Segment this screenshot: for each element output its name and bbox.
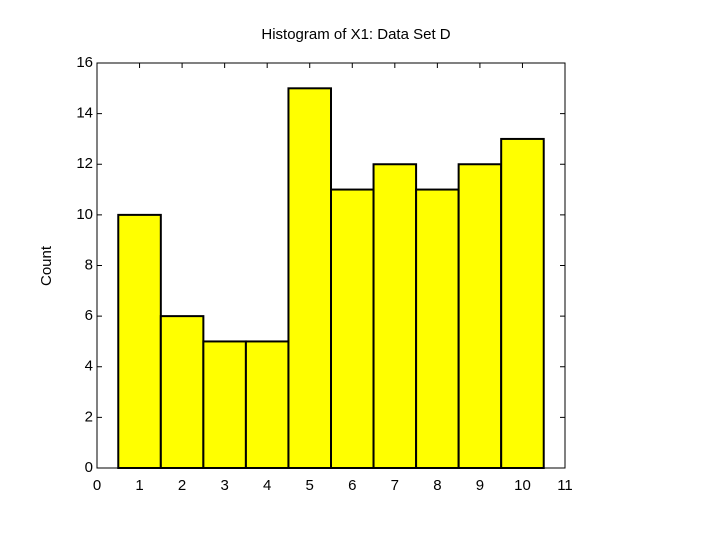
- x-tick-label: 7: [391, 477, 399, 494]
- y-tick-label: 0: [85, 459, 93, 476]
- x-tick-label: 2: [178, 477, 186, 494]
- histogram-bar: [457, 163, 503, 469]
- histogram-bar: [330, 188, 375, 469]
- y-axis-label: Count: [38, 245, 55, 286]
- x-tick-label: 4: [263, 477, 271, 494]
- histogram-bar: [415, 188, 460, 469]
- y-tick-label: 2: [85, 408, 93, 425]
- y-tick-label: 8: [85, 256, 93, 273]
- x-tick-label: 9: [476, 477, 484, 494]
- histogram-bar: [202, 340, 247, 469]
- histogram-bar: [159, 315, 205, 469]
- histogram-bar: [117, 213, 162, 469]
- x-tick-label: 6: [348, 477, 356, 494]
- x-tick-label: 10: [514, 477, 531, 494]
- x-tick-label: 5: [306, 477, 314, 494]
- y-tick-label: 16: [76, 54, 93, 71]
- x-tick-label: 11: [557, 477, 573, 494]
- x-tick-label: 1: [135, 477, 143, 494]
- histogram-bar: [372, 163, 418, 469]
- y-tick-label: 6: [85, 307, 93, 324]
- x-tick-label: 0: [93, 477, 101, 494]
- histogram-bar: [287, 87, 333, 469]
- y-tick-label: 12: [76, 155, 93, 172]
- y-tick-label: 4: [85, 358, 93, 375]
- x-tick-label: 3: [220, 477, 228, 494]
- chart-title: Histogram of X1: Data Set D: [261, 26, 450, 43]
- y-tick-label: 10: [76, 206, 93, 223]
- x-tick-label: 8: [433, 477, 441, 494]
- histogram-bar: [244, 340, 290, 469]
- histogram-bar: [500, 137, 545, 469]
- y-tick-label: 14: [76, 105, 93, 122]
